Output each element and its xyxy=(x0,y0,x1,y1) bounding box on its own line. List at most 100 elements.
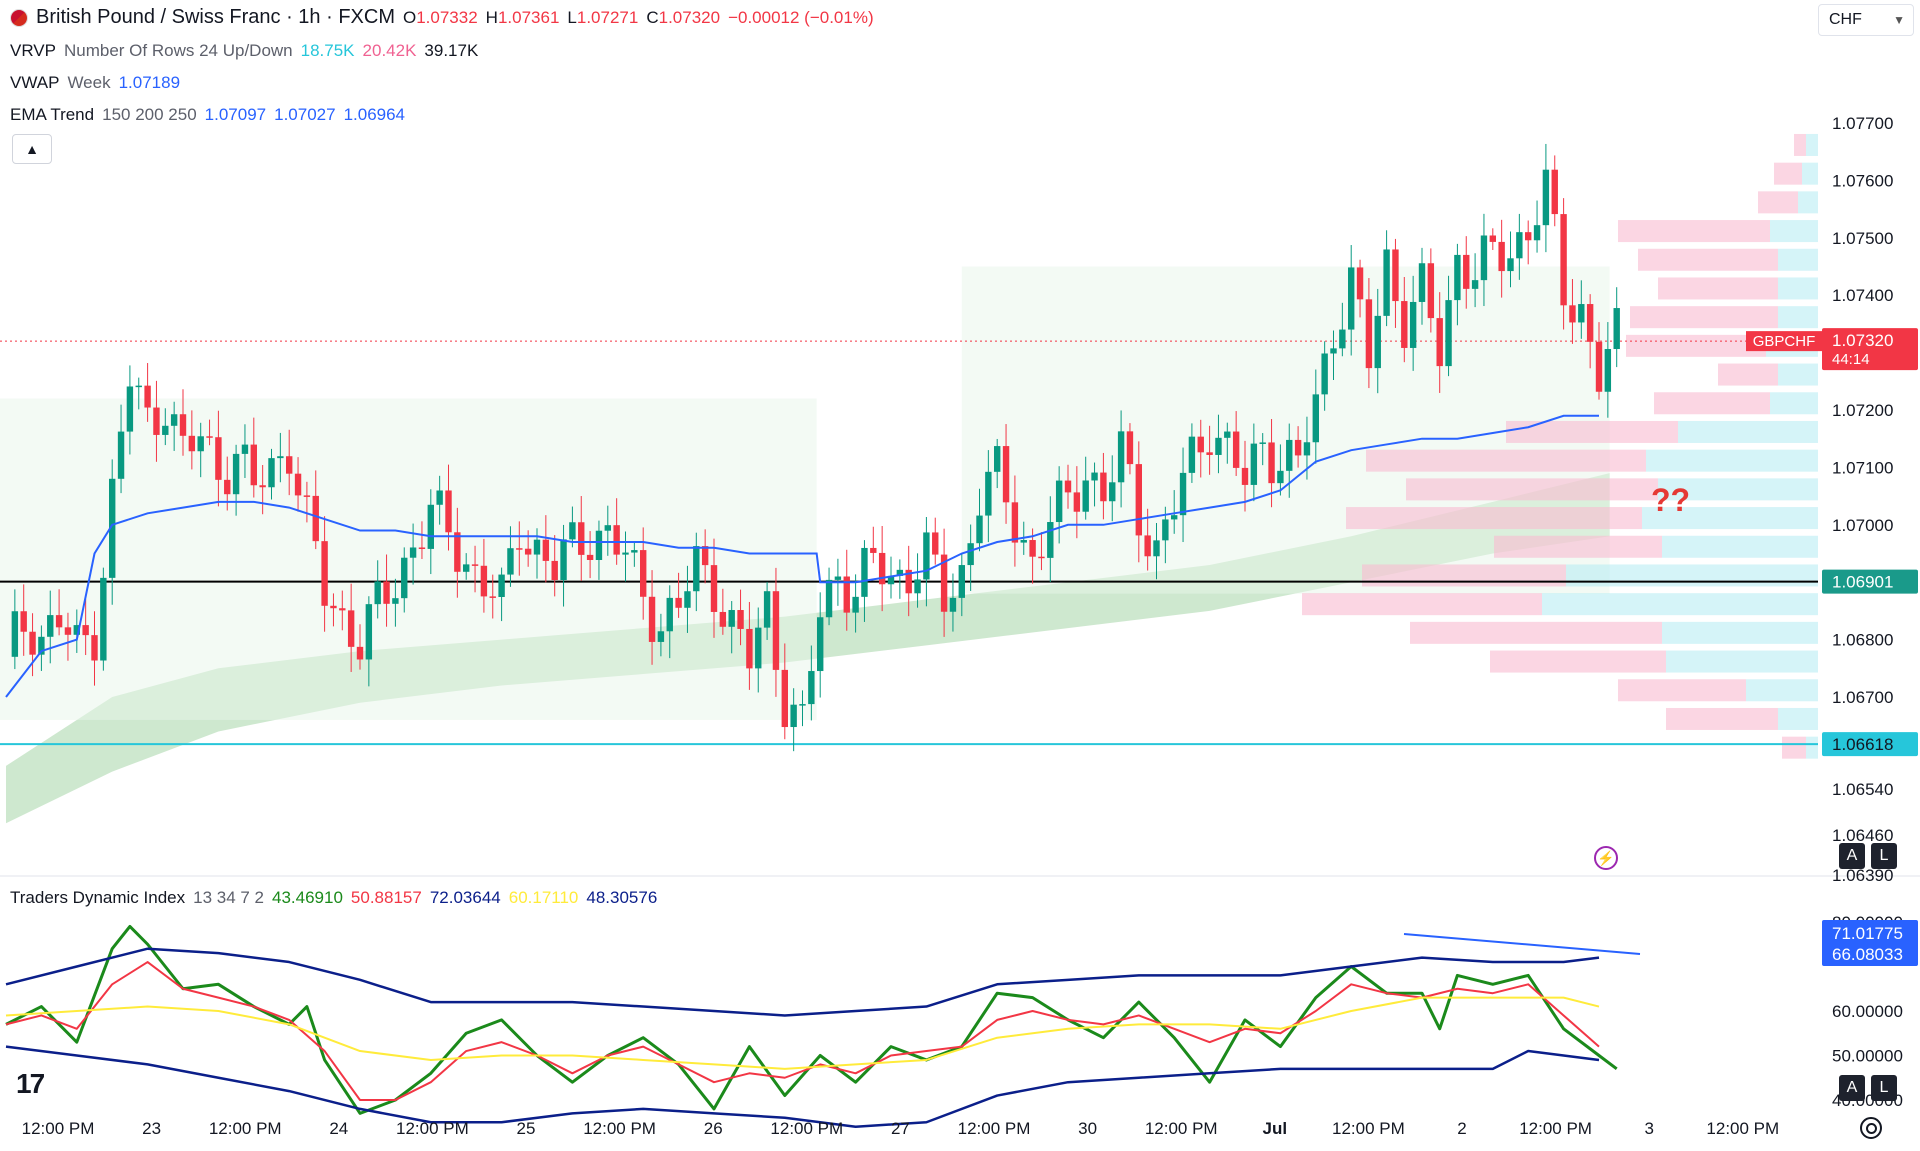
volume-profile-up-bar xyxy=(1542,593,1818,616)
candle-body xyxy=(206,436,213,438)
candle-body xyxy=(312,495,319,542)
volume-profile-down-bar xyxy=(1406,478,1658,501)
symbol-legend: British Pound / Swiss Franc · 1h · FXCM … xyxy=(10,6,874,29)
candle-body xyxy=(1303,442,1311,456)
currency-select[interactable]: CHF ▼ xyxy=(1818,4,1914,36)
candle-body xyxy=(1471,280,1479,289)
candle-body xyxy=(825,579,833,618)
candle-body xyxy=(1339,329,1346,349)
tdi-tick-label: 60.00000 xyxy=(1832,1002,1903,1021)
vrvp-up: 18.75K xyxy=(300,41,355,60)
ema-value-2: 1.07027 xyxy=(274,105,336,124)
auto-scale-button[interactable]: A xyxy=(1839,843,1865,869)
ema-name: EMA Trend xyxy=(10,105,95,124)
candle-body xyxy=(303,495,311,497)
tdi-legend[interactable]: Traders Dynamic Index 13 34 7 2 43.46910… xyxy=(10,888,657,908)
log-scale-button[interactable]: L xyxy=(1871,843,1897,869)
candle-body xyxy=(586,554,594,560)
vwap-legend[interactable]: VWAP Week 1.07189 xyxy=(10,73,180,93)
volume-profile-down-bar xyxy=(1346,507,1642,530)
countdown-text: 44:14 xyxy=(1832,351,1870,368)
candle-body xyxy=(463,564,470,572)
candle-body xyxy=(1277,470,1284,484)
candle-body xyxy=(1330,348,1337,354)
volume-profile-down-bar xyxy=(1782,736,1806,759)
candle-body xyxy=(1011,502,1019,543)
candle-body xyxy=(1038,556,1045,559)
candle-body xyxy=(1224,431,1231,438)
candle-body xyxy=(471,564,479,566)
candle-body xyxy=(1454,254,1461,301)
volume-profile-up-bar xyxy=(1746,679,1818,702)
candle-body xyxy=(454,532,461,572)
tdi-auto-scale-button[interactable]: A xyxy=(1839,1075,1865,1101)
tdi-value-5: 48.30576 xyxy=(586,888,658,907)
level-cyan-tag-bg xyxy=(1822,732,1918,757)
candle-body xyxy=(427,504,434,549)
time-tick-label: 12:00 PM xyxy=(22,1119,95,1138)
price-tick-label: 1.07400 xyxy=(1832,286,1893,305)
candle-body xyxy=(1082,480,1089,512)
candle-body xyxy=(1241,467,1249,485)
volume-profile-up-bar xyxy=(1770,392,1818,415)
candle-body xyxy=(1586,304,1594,342)
candle-body xyxy=(516,548,523,550)
volume-profile-up-bar xyxy=(1798,191,1818,214)
candle-body xyxy=(1109,482,1116,502)
flash-icon[interactable]: ⚡ xyxy=(1594,846,1618,870)
candle-body xyxy=(755,627,762,669)
time-tick-label: 24 xyxy=(329,1119,348,1138)
symbol-logo-icon xyxy=(10,8,28,27)
candle-body xyxy=(1436,318,1443,367)
candle-body xyxy=(480,565,488,597)
candle-body xyxy=(241,444,249,454)
volume-profile-down-bar xyxy=(1666,707,1778,730)
volume-profile-down-bar xyxy=(1758,191,1798,214)
volume-profile-down-bar xyxy=(1774,162,1802,185)
candle-body xyxy=(1489,235,1496,242)
candle-body xyxy=(11,611,19,657)
symbol-title[interactable]: British Pound / Swiss Franc · 1h · FXCM xyxy=(36,6,395,28)
settings-gear-icon[interactable] xyxy=(1860,1117,1882,1139)
tradingview-logo[interactable]: 17 xyxy=(16,1068,45,1100)
tdi-log-scale-button[interactable]: L xyxy=(1871,1075,1897,1101)
chevron-down-icon: ▼ xyxy=(1893,13,1905,27)
candle-body xyxy=(693,546,700,592)
candle-body xyxy=(268,458,275,488)
tdi-tick-label: 50.00000 xyxy=(1832,1047,1903,1066)
price-tick-label: 1.06800 xyxy=(1832,631,1893,650)
candle-body xyxy=(746,628,753,669)
candles xyxy=(11,143,1620,752)
candle-body xyxy=(38,636,45,655)
tdi-tag-bg xyxy=(1822,920,1918,966)
candle-body xyxy=(887,575,895,585)
price-tick-label: 1.06460 xyxy=(1832,826,1893,845)
candle-body xyxy=(100,577,107,661)
ema-legend[interactable]: EMA Trend 150 200 250 1.07097 1.07027 1.… xyxy=(10,105,405,125)
candle-body xyxy=(507,548,514,575)
time-tick-label: 12:00 PM xyxy=(958,1119,1031,1138)
time-tick-label: 30 xyxy=(1078,1119,1097,1138)
candle-body xyxy=(1073,492,1081,512)
candle-body xyxy=(878,552,886,585)
collapse-legend-button[interactable]: ▲ xyxy=(12,134,52,164)
candle-body xyxy=(1418,263,1426,302)
candle-body xyxy=(657,631,665,642)
candle-body xyxy=(197,436,204,452)
candle-body xyxy=(29,631,36,655)
vrvp-legend[interactable]: VRVP Number Of Rows 24 Up/Down 18.75K 20… xyxy=(10,41,478,61)
candle-body xyxy=(1480,235,1488,281)
tdi-params: 13 34 7 2 xyxy=(193,888,265,907)
candle-body xyxy=(719,611,727,627)
level-black-tag-text: 1.06901 xyxy=(1832,573,1893,592)
candle-body xyxy=(1144,535,1151,557)
currency-value: CHF xyxy=(1829,11,1862,28)
high-value: 1.07361 xyxy=(497,7,560,27)
candle-body xyxy=(1117,431,1125,483)
volume-profile-down-bar xyxy=(1718,363,1778,386)
candle-body xyxy=(1197,436,1204,453)
candle-body xyxy=(1294,439,1302,456)
candle-body xyxy=(728,610,735,627)
candle-body xyxy=(1215,437,1222,455)
